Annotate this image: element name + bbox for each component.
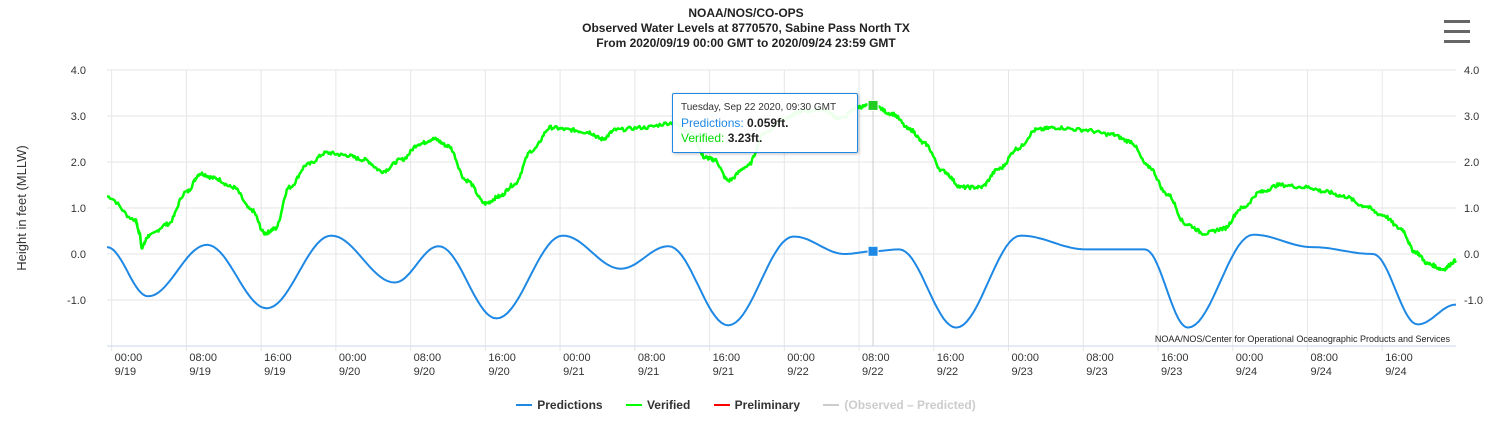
tooltip-predictions: Predictions: 0.059ft. xyxy=(681,116,788,130)
x-tick-label-date: 9/23 xyxy=(1086,366,1107,378)
x-tick-label-time: 16:00 xyxy=(264,352,292,364)
x-tick-label-date: 9/21 xyxy=(713,366,734,378)
legend: Predictions Verified Preliminary (Observ… xyxy=(0,398,1492,412)
tooltip-ver-label: Verified: xyxy=(681,131,725,145)
y-tick-label-left: 2.0 xyxy=(71,157,86,169)
tooltip: Tuesday, Sep 22 2020, 09:30 GMT Predicti… xyxy=(672,93,858,153)
tooltip-verified: Verified: 3.23ft. xyxy=(681,131,762,145)
x-tick-label-time: 08:00 xyxy=(862,352,890,364)
y-tick-label-right: 1.0 xyxy=(1464,203,1479,215)
x-tick-label-time: 16:00 xyxy=(488,352,516,364)
x-tick-label-time: 00:00 xyxy=(339,352,367,364)
verified-hover-marker xyxy=(867,99,879,111)
legend-label-verified: Verified xyxy=(646,398,691,412)
x-tick-label-time: 16:00 xyxy=(1161,352,1189,364)
x-tick-label-time: 00:00 xyxy=(1236,352,1264,364)
legend-swatch-preliminary xyxy=(713,403,730,406)
predictions-line xyxy=(106,233,1457,329)
y-axis-label: Height in feet (MLLW) xyxy=(14,145,29,270)
x-tick-label-date: 9/24 xyxy=(1236,366,1257,378)
y-tick-label-left: 4.0 xyxy=(71,65,86,77)
x-tick-label-date: 9/20 xyxy=(339,366,360,378)
x-tick-label-time: 08:00 xyxy=(1086,352,1114,364)
legend-label-observed-minus-predicted: (Observed – Predicted) xyxy=(844,398,976,412)
grid xyxy=(107,69,1456,351)
series xyxy=(106,102,1458,329)
legend-label-predictions: Predictions xyxy=(537,398,603,412)
title-range: From 2020/09/19 00:00 GMT to 2020/09/24 … xyxy=(596,36,896,50)
x-tick-label-date: 9/24 xyxy=(1310,366,1331,378)
legend-swatch-predictions xyxy=(516,403,533,406)
title-agency: NOAA/NOS/CO-OPS xyxy=(688,6,804,20)
y-tick-label-left: 0.0 xyxy=(71,249,86,261)
x-tick-label-date: 9/20 xyxy=(414,366,435,378)
axes: 4.0 4.0 3.0 3.0 2.0 2.0 1.0 1.0 0.0 0.0 -1.0 -1.0 00… xyxy=(67,65,1483,378)
tooltip-date: Tuesday, Sep 22 2020, 09:30 GMT xyxy=(681,102,837,113)
tooltip-ver-value: 3.23ft. xyxy=(727,131,763,145)
legend-swatch-verified xyxy=(625,403,642,406)
y-tick-label-left: -1.0 xyxy=(67,295,86,307)
x-tick-label-time: 08:00 xyxy=(638,352,666,364)
chart-svg: 4.0 4.0 3.0 3.0 2.0 2.0 1.0 1.0 0.0 0.0 -1.0 -1.0 00… xyxy=(14,65,1483,378)
x-tick-label-date: 9/23 xyxy=(1012,366,1033,378)
x-tick-label-date: 9/19 xyxy=(264,366,285,378)
y-tick-label-right: 2.0 xyxy=(1464,157,1479,169)
credit-text: NOAA/NOS/Center for Operational Oceanogr… xyxy=(1155,334,1451,344)
x-tick-label-time: 16:00 xyxy=(1385,352,1413,364)
x-tick-label-time: 00:00 xyxy=(787,352,815,364)
y-tick-label-right: 0.0 xyxy=(1464,249,1479,261)
x-tick-label-time: 00:00 xyxy=(563,352,591,364)
legend-item-predictions[interactable]: Predictions xyxy=(516,398,603,412)
y-tick-label-right: 4.0 xyxy=(1464,65,1479,77)
verified-line xyxy=(107,102,1458,272)
x-tick-label-time: 00:00 xyxy=(115,352,143,364)
x-tick-label-date: 9/22 xyxy=(937,366,958,378)
x-tick-label-date: 9/19 xyxy=(115,366,136,378)
chart-title: NOAA/NOS/CO-OPS Observed Water Levels at… xyxy=(0,6,1492,51)
title-station: Observed Water Levels at 8770570, Sabine… xyxy=(582,21,910,35)
markers xyxy=(867,99,879,257)
y-tick-label-left: 1.0 xyxy=(71,203,86,215)
x-tick-label-time: 08:00 xyxy=(189,352,217,364)
legend-item-verified[interactable]: Verified xyxy=(625,398,691,412)
x-tick-label-time: 16:00 xyxy=(937,352,965,364)
legend-item-observed-minus-predicted[interactable]: (Observed – Predicted) xyxy=(823,398,976,412)
x-tick-label-time: 00:00 xyxy=(1012,352,1040,364)
x-tick-label-date: 9/21 xyxy=(563,366,584,378)
x-tick-label-time: 16:00 xyxy=(713,352,741,364)
x-tick-label-date: 9/20 xyxy=(488,366,509,378)
x-tick-label-date: 9/23 xyxy=(1161,366,1182,378)
legend-swatch-observed-minus-predicted xyxy=(823,403,840,406)
hamburger-menu-icon[interactable] xyxy=(1436,14,1476,48)
y-tick-label-right: 3.0 xyxy=(1464,111,1479,123)
x-tick-label-date: 9/24 xyxy=(1385,366,1406,378)
predictions-hover-marker xyxy=(867,245,879,257)
x-tick-label-date: 9/19 xyxy=(189,366,210,378)
tooltip-pred-value: 0.059ft. xyxy=(747,116,789,130)
x-tick-label-date: 9/21 xyxy=(638,366,659,378)
x-tick-label-time: 08:00 xyxy=(1310,352,1338,364)
x-tick-label-time: 08:00 xyxy=(414,352,442,364)
y-tick-label-left: 3.0 xyxy=(71,111,86,123)
tooltip-pred-label: Predictions: xyxy=(681,116,744,130)
legend-item-preliminary[interactable]: Preliminary xyxy=(713,398,801,412)
y-tick-label-right: -1.0 xyxy=(1464,295,1483,307)
x-tick-label-date: 9/22 xyxy=(862,366,883,378)
legend-label-preliminary: Preliminary xyxy=(734,398,801,412)
x-tick-label-date: 9/22 xyxy=(787,366,808,378)
